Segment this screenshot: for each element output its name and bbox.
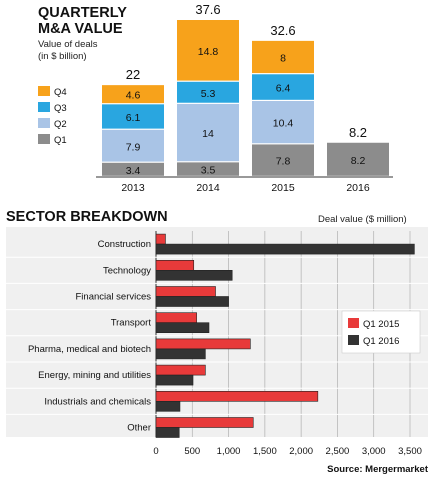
bar [155,233,166,245]
legend-label: Q4 [54,87,67,98]
chart2-x-axis: 0 500 1,000 1,500 2,000 2,500 3,000 3,500 [153,446,422,457]
bar-segment [327,142,389,176]
bar-total-label: 22 [126,67,140,82]
bar-value-label: 7.8 [276,156,291,168]
bar-segment [177,81,239,103]
chart2-plot: Construction Technology Financial services… [28,233,415,438]
bar-value-label: 7.9 [126,141,141,153]
legend-swatch [348,335,359,345]
bar-segment [252,144,314,176]
bar-segment [252,74,314,100]
chart2-title: SECTOR BREAKDOWN [6,209,168,225]
bar [155,269,233,281]
bar-segment [102,104,164,129]
x-tick-label: 1,500 [253,446,277,457]
x-tick-label: 2,000 [289,446,313,457]
bar-total-label: 32.6 [270,23,295,38]
chart1-subtitle: Value of deals [38,39,98,50]
x-tick-label: 2,500 [326,446,350,457]
bar-value-label: 14.8 [198,46,219,58]
legend-label: Q1 2015 [363,319,399,330]
bar-value-label: 6.4 [276,83,291,95]
category-label: Transport [111,318,152,329]
bar [155,286,216,297]
category-label: Construction [98,239,151,250]
bar [155,427,180,438]
category-label: Pharma, medical and biotech [28,344,151,355]
x-tick-label: 2013 [121,182,145,194]
bar-value-label: 5.3 [201,88,216,100]
bar-segment [177,20,239,81]
bar-segment [102,85,164,104]
category-label: Financial services [76,292,152,303]
x-tick-label: 2015 [271,182,295,194]
bar [155,348,206,360]
x-tick-label: 1,000 [217,446,241,457]
bar-value-label: 8 [280,53,286,65]
bar-segment [252,101,314,144]
legend-swatch [38,118,50,128]
legend-label: Q3 [54,103,67,114]
bar [155,322,210,334]
bar [155,400,181,412]
chart2-xlabel: Deal value ($ million) [318,214,407,225]
bar-segment [177,103,239,162]
bar [155,312,197,324]
legend-swatch [38,86,50,96]
chart1-title-line2: M&A VALUE [38,21,123,37]
category-label: Other [127,423,151,434]
x-tick-label: 3,000 [362,446,386,457]
bar [155,417,254,428]
chart1-legend: Q4 Q3 Q2 Q1 [38,86,67,146]
bar-value-label: 6.1 [126,112,141,124]
bar-value-label: 14 [202,128,214,140]
legend-label: Q1 [54,135,67,146]
bar-value-label: 10.4 [273,118,294,130]
bar-segment [102,162,164,176]
x-tick-label: 0 [153,446,158,457]
bar [155,374,194,386]
bar-total-label: 8.2 [349,125,367,140]
chart1-title: QUARTERLY [38,5,127,21]
bar [155,338,251,350]
bar [155,296,229,307]
bar-segment [102,129,164,162]
chart1-subtitle-line2: (in $ billion) [38,51,87,62]
bar-value-label: 8.2 [351,155,366,167]
bar-value-label: 3.5 [201,165,216,177]
legend-swatch [38,134,50,144]
legend-swatch [348,318,359,328]
category-label: Energy, mining and utilities [38,370,151,381]
bar [155,243,415,255]
x-tick-label: 2016 [346,182,370,194]
bar-value-label: 4.6 [126,90,141,102]
bar [155,259,195,271]
bar-segment [177,162,239,176]
chart2-legend: Q1 2015 Q1 2016 [341,310,421,354]
chart1-plot: 3.4 7.9 6.1 4.6 22 2013 3.5 14 5.3 14.8 37.6 2014 7.… [96,2,393,194]
bar [155,390,319,402]
x-tick-label: 3,500 [398,446,422,457]
bar-total-label: 37.6 [195,2,220,17]
legend-label: Q2 [54,119,67,130]
source-note: Source: Mergermarket [327,464,429,475]
x-tick-label: 500 [184,446,200,457]
bar [155,364,206,376]
category-label: Technology [103,265,151,276]
legend-label: Q1 2016 [363,336,399,347]
category-label: Industrials and chemicals [44,396,151,407]
bar-segment [252,40,314,74]
bar-value-label: 3.4 [126,165,141,177]
x-tick-label: 2014 [196,182,220,194]
legend-swatch [38,102,50,112]
